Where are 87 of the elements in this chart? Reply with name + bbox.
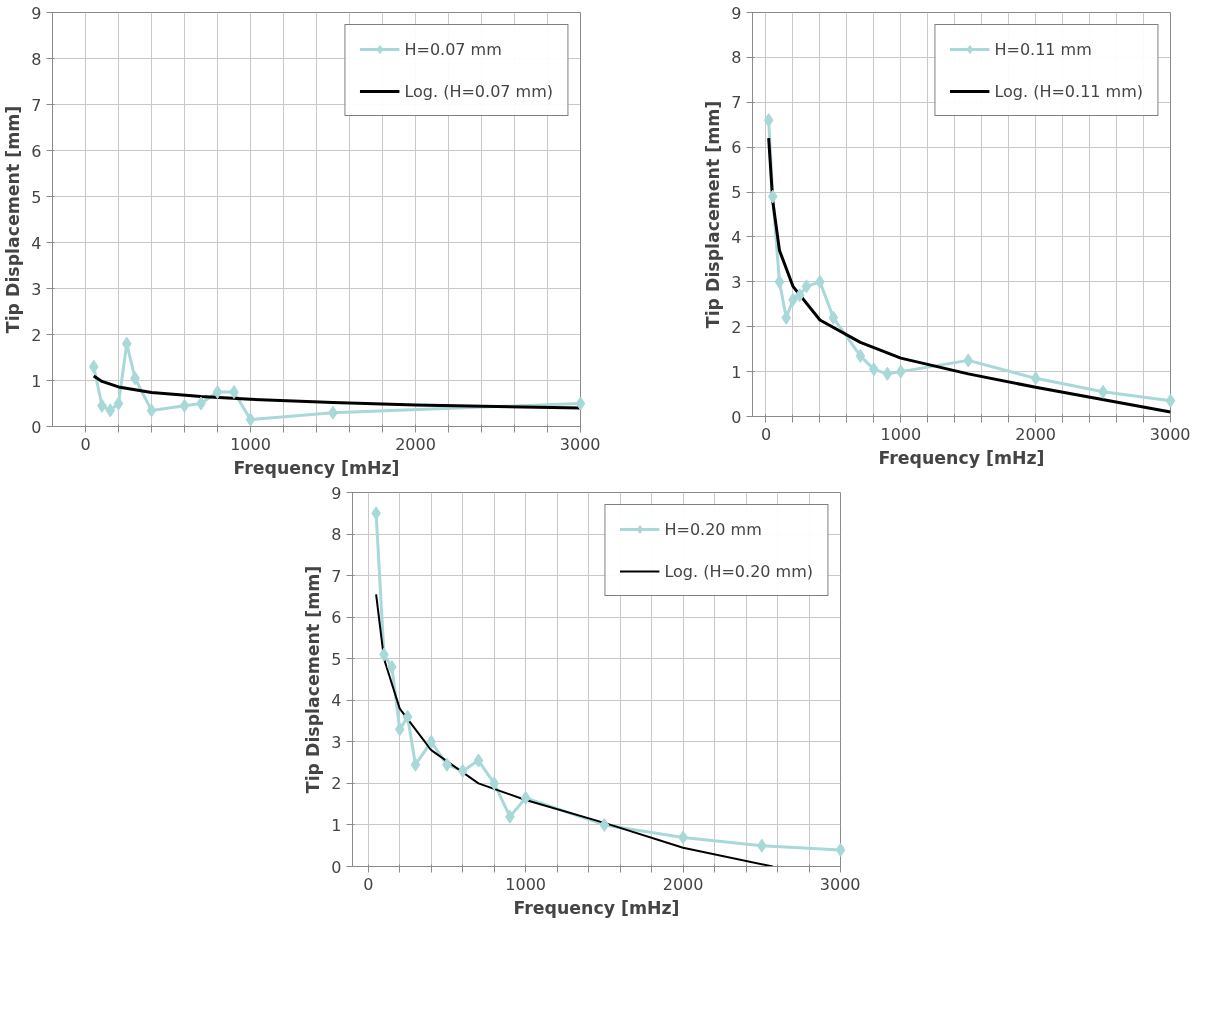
- point: [1165, 393, 1176, 408]
- y-tick-label: 2: [31, 325, 42, 345]
- legend-label: Log. (H=0.11 mm): [994, 81, 1143, 101]
- x-tick-label: 1000: [880, 424, 922, 444]
- point: [801, 279, 812, 294]
- x-axis-title: Frequency [mHz]: [513, 897, 680, 918]
- x-tick-label: 2000: [662, 874, 704, 894]
- point: [781, 310, 792, 325]
- x-tick-label: 0: [80, 434, 91, 454]
- y-tick-label: 7: [331, 566, 342, 586]
- x-tick-label: 0: [363, 874, 374, 894]
- y-tick-label: 6: [731, 138, 742, 158]
- y-tick-label: 1: [331, 815, 342, 835]
- y-tick-label: 0: [731, 407, 742, 427]
- point: [146, 403, 157, 418]
- y-tick-label: 7: [731, 93, 742, 113]
- point: [774, 274, 785, 289]
- y-tick-label: 8: [731, 48, 742, 68]
- x-tick-label: 3000: [1149, 424, 1191, 444]
- point: [835, 842, 846, 857]
- y-tick-label: 6: [331, 608, 342, 628]
- point: [245, 412, 256, 427]
- point: [473, 753, 484, 768]
- y-tick-label: 6: [31, 141, 42, 161]
- y-tick-label: 3: [331, 732, 342, 752]
- point: [520, 790, 531, 805]
- point: [394, 722, 405, 737]
- y-tick-label: 9: [331, 483, 342, 503]
- y-tick-label: 8: [31, 49, 42, 69]
- y-tick-label: 2: [731, 317, 742, 337]
- point: [426, 734, 437, 749]
- point: [179, 398, 190, 413]
- y-tick-label: 1: [31, 371, 42, 391]
- y-tick-label: 4: [331, 691, 342, 711]
- x-tick-label: 0: [760, 424, 772, 444]
- y-axis-title: Tip Displacement [mm]: [3, 105, 24, 334]
- y-tick-label: 4: [731, 227, 742, 247]
- point: [882, 366, 893, 381]
- x-tick-label: 3000: [559, 434, 601, 454]
- line-series: [375, 593, 774, 867]
- x-tick-label: 3000: [819, 874, 861, 894]
- y-tick-label: 5: [731, 183, 742, 203]
- point: [457, 763, 468, 778]
- point: [105, 403, 116, 418]
- point: [575, 396, 586, 411]
- legend-label: H=0.11 mm: [994, 39, 1092, 59]
- point: [763, 113, 774, 128]
- point: [963, 353, 974, 368]
- point: [489, 776, 500, 791]
- point: [895, 364, 906, 379]
- y-axis-title: Tip Displacement [mm]: [703, 100, 724, 329]
- y-tick-label: 5: [331, 649, 342, 669]
- legend-label: Log. (H=0.20 mm): [664, 561, 813, 581]
- point: [855, 348, 866, 363]
- legend-label: Log. (H=0.07 mm): [404, 81, 553, 101]
- point: [794, 288, 805, 303]
- x-axis-title: Frequency [mHz]: [233, 457, 400, 478]
- legend-label: H=0.20 mm: [664, 519, 762, 539]
- y-tick-label: 8: [331, 525, 342, 545]
- y-tick-label: 4: [31, 233, 42, 253]
- y-tick-label: 7: [31, 95, 42, 115]
- y-tick-label: 9: [31, 3, 42, 23]
- y-tick-label: 2: [331, 774, 342, 794]
- x-tick-label: 2000: [395, 434, 436, 454]
- x-tick-label: 2000: [1015, 424, 1057, 444]
- y-tick-label: 5: [31, 187, 42, 207]
- point: [402, 709, 413, 724]
- point: [828, 310, 839, 325]
- point: [229, 385, 239, 399]
- x-tick-label: 1000: [230, 434, 271, 454]
- point: [756, 838, 767, 853]
- y-tick-label: 1: [731, 362, 742, 382]
- y-tick-label: 3: [31, 279, 42, 299]
- y-tick-label: 3: [731, 272, 742, 292]
- point: [599, 817, 610, 832]
- point: [88, 359, 99, 374]
- y-tick-label: 9: [731, 3, 742, 23]
- y-axis-title: Tip Displacement [mm]: [303, 565, 324, 794]
- point: [113, 396, 124, 411]
- x-axis-title: Frequency [mHz]: [878, 447, 1045, 468]
- point: [767, 189, 778, 204]
- point: [410, 757, 421, 772]
- point: [1030, 371, 1041, 386]
- x-tick-label: 1000: [505, 874, 547, 894]
- y-tick-label: 0: [331, 857, 342, 877]
- legend-label: H=0.07 mm: [404, 39, 502, 59]
- point: [212, 385, 223, 399]
